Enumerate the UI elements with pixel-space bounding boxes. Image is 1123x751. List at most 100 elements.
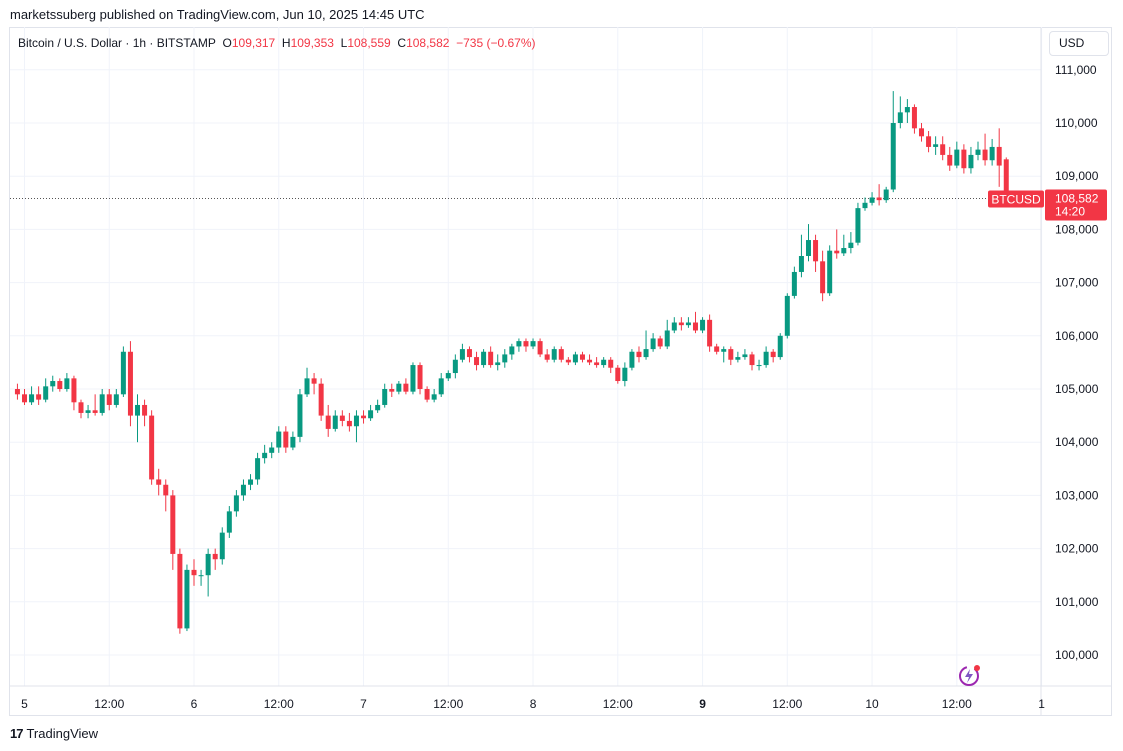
publisher-credit: marketssuberg published on TradingView.c… bbox=[10, 7, 425, 22]
candle-body bbox=[728, 349, 734, 360]
candle-body bbox=[255, 458, 261, 480]
candle-body bbox=[318, 383, 324, 416]
candle-up bbox=[226, 506, 232, 538]
candle-up bbox=[459, 343, 465, 363]
candle-body bbox=[488, 351, 494, 366]
candle-body bbox=[389, 389, 395, 392]
candle-up bbox=[120, 346, 126, 397]
candle-body bbox=[219, 532, 225, 560]
candle-up bbox=[572, 351, 578, 366]
candle-body bbox=[248, 479, 254, 485]
candle-down bbox=[579, 351, 585, 363]
candle-body bbox=[283, 431, 289, 448]
candle-body bbox=[707, 319, 713, 347]
y-tick-label: 106,000 bbox=[1055, 329, 1099, 343]
candle-up bbox=[989, 138, 995, 166]
candle-body bbox=[459, 349, 465, 360]
candle-body bbox=[481, 351, 487, 366]
candle-body bbox=[947, 154, 953, 166]
candle-down bbox=[770, 349, 776, 363]
candle-body bbox=[14, 389, 20, 395]
candle-up bbox=[240, 479, 246, 501]
candle-body bbox=[142, 404, 148, 416]
candle-body bbox=[784, 295, 790, 336]
candle-up bbox=[438, 373, 444, 397]
candle-body bbox=[537, 341, 543, 355]
candle-body bbox=[692, 322, 698, 331]
candle-down bbox=[820, 250, 826, 302]
candle-down bbox=[417, 362, 423, 395]
change-value: −735 (−0.67%) bbox=[456, 36, 536, 50]
candle-body bbox=[438, 378, 444, 395]
candle-up bbox=[735, 351, 741, 363]
price-axis: 100,000 101,000 102,000 103,000 104,000 105,0… bbox=[1040, 28, 1099, 715]
y-tick-label: 105,000 bbox=[1055, 382, 1099, 396]
y-tick-label: 100,000 bbox=[1055, 648, 1099, 662]
candle-down bbox=[318, 378, 324, 421]
close-label: C bbox=[397, 36, 407, 50]
candle-up bbox=[233, 490, 239, 517]
candle-body bbox=[820, 261, 826, 294]
candle-body bbox=[742, 354, 748, 358]
candle-body bbox=[827, 250, 833, 294]
candle-up bbox=[805, 224, 811, 262]
y-tick-label: 107,000 bbox=[1055, 276, 1099, 290]
candle-body bbox=[226, 511, 232, 533]
candle-up bbox=[113, 389, 119, 408]
candle-body bbox=[982, 149, 988, 161]
candle-up bbox=[375, 399, 381, 413]
candle-down bbox=[212, 548, 218, 570]
candle-up bbox=[481, 349, 487, 368]
symbol-name: Bitcoin / U.S. Dollar · 1h · BITSTAMP bbox=[18, 36, 216, 50]
candle-up bbox=[495, 354, 501, 371]
x-tick-label: 8 bbox=[530, 697, 537, 711]
x-tick-label: 5 bbox=[21, 697, 28, 711]
candle-body bbox=[714, 346, 720, 352]
candle-up bbox=[255, 452, 261, 485]
lightning-spark-icon[interactable] bbox=[956, 663, 982, 689]
candle-body bbox=[424, 389, 430, 400]
candle-down bbox=[961, 144, 967, 174]
candle-up bbox=[452, 354, 458, 379]
candles-layer bbox=[14, 91, 1009, 634]
currency-button[interactable]: USD bbox=[1049, 31, 1109, 56]
x-tick-label: 12:00 bbox=[433, 697, 463, 711]
candle-up bbox=[410, 362, 416, 395]
candle-body bbox=[509, 346, 515, 355]
candle-up bbox=[304, 367, 310, 397]
candle-body bbox=[361, 415, 367, 419]
high-value: 109,353 bbox=[290, 36, 334, 50]
candle-up bbox=[721, 346, 727, 363]
tradingview-logo[interactable]: 17 TradingView bbox=[10, 726, 98, 741]
candle-up bbox=[530, 338, 536, 350]
candle-body bbox=[756, 365, 762, 367]
y-tick-label: 104,000 bbox=[1055, 435, 1099, 449]
candle-down bbox=[749, 351, 755, 371]
candle-body bbox=[954, 149, 960, 166]
candle-down bbox=[636, 346, 642, 363]
candle-down bbox=[982, 133, 988, 166]
candle-body bbox=[989, 146, 995, 161]
candle-body bbox=[64, 378, 70, 389]
candle-body bbox=[685, 322, 691, 326]
candle-up bbox=[516, 338, 522, 352]
candle-body bbox=[572, 354, 578, 363]
candle-up bbox=[509, 343, 515, 360]
candle-body bbox=[862, 202, 868, 209]
candle-up bbox=[650, 333, 656, 352]
candle-body bbox=[961, 149, 967, 169]
candle-body bbox=[883, 189, 889, 201]
candle-down bbox=[813, 234, 819, 272]
candle-body bbox=[502, 354, 508, 363]
y-tick-label: 109,000 bbox=[1055, 169, 1099, 183]
candle-down bbox=[714, 343, 720, 355]
candle-up bbox=[968, 146, 974, 174]
candle-body bbox=[163, 484, 169, 496]
candle-up bbox=[883, 186, 889, 203]
candle-down bbox=[940, 136, 946, 161]
candle-down bbox=[389, 383, 395, 397]
candle-body bbox=[876, 197, 882, 201]
candle-up bbox=[85, 404, 91, 419]
candle-body bbox=[375, 404, 381, 411]
